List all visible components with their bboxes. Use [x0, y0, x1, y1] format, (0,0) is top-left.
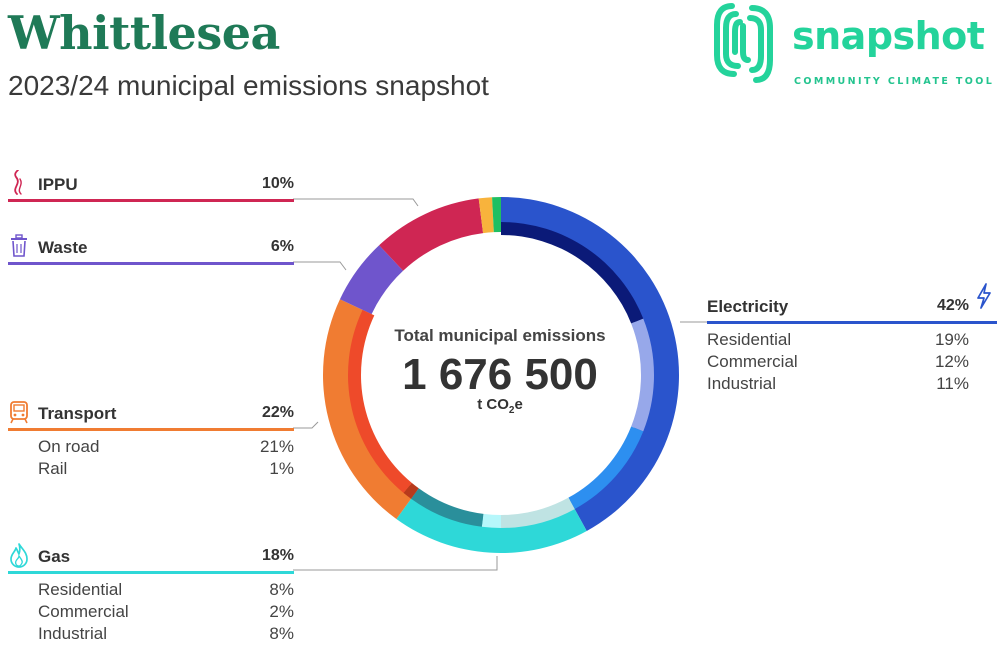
flame-icon — [10, 543, 28, 568]
outer-slice-unlabeled-5[interactable] — [478, 197, 494, 234]
inner-slice-transport-on-road[interactable] — [348, 309, 412, 493]
subcategory-label: On road — [38, 437, 100, 456]
inner-slice-electricity-residential[interactable] — [501, 222, 644, 324]
subcategory-percent: 1% — [269, 459, 294, 478]
train-icon — [10, 401, 28, 424]
outer-slice-unlabeled-6[interactable] — [492, 197, 501, 233]
category-name: Transport — [38, 404, 117, 423]
subcategory-percent: 2% — [269, 602, 294, 621]
category-name: Electricity — [707, 297, 789, 316]
category-rule — [707, 321, 997, 324]
total-emissions-label: Total municipal emissions — [394, 326, 606, 345]
outer-slice-transport[interactable] — [323, 299, 417, 520]
inner-slice-gas-residential[interactable] — [501, 497, 575, 528]
subcategory-label: Commercial — [707, 352, 798, 371]
subcategory-percent: 19% — [934, 330, 969, 349]
category-percent: 22% — [261, 404, 294, 421]
category-transport[interactable]: Transport 22% On road 21% Rail 1% — [8, 401, 294, 481]
category-percent: 18% — [261, 547, 294, 564]
total-emissions-unit: t CO2e — [380, 396, 620, 416]
leader-line-gas — [293, 556, 498, 571]
inner-slice-transport-rail[interactable] — [403, 482, 419, 499]
page-subtitle: 2023/24 municipal emissions snapshot — [8, 70, 489, 101]
snapshot-logo-mark-icon — [714, 3, 773, 83]
donut-center: Total municipal emissions 1 676 500 t CO… — [380, 326, 620, 416]
unit-prefix: t CO — [477, 396, 509, 413]
inner-slice-electricity-commercial[interactable] — [631, 318, 654, 432]
leader-lines — [293, 198, 710, 571]
subcategory-item: Commercial 12% — [707, 352, 997, 374]
category-percent: 42% — [936, 297, 969, 314]
total-emissions-value: 1 676 500 — [402, 350, 598, 399]
subcategory-label: Residential — [707, 330, 792, 349]
leader-line-transport — [293, 421, 319, 429]
inner-slice-gas-industrial[interactable] — [411, 488, 484, 527]
subcategory-label: Residential — [38, 580, 123, 599]
subcategory-label: Industrial — [707, 374, 776, 393]
page-title: Whittlesea — [8, 6, 280, 60]
category-percent: 6% — [270, 238, 294, 255]
category-percent: 10% — [261, 175, 294, 192]
lightning-icon — [977, 283, 991, 309]
subcategory-item: On road 21% — [8, 437, 294, 459]
subcategory-percent: 8% — [269, 580, 294, 599]
unit-subscript: 2 — [508, 405, 515, 416]
subcategory-list: Residential 19% Commercial 12% Industrial 1… — [707, 330, 997, 396]
category-name: IPPU — [38, 175, 78, 194]
subcategory-item: Industrial 11% — [707, 374, 997, 396]
subcategory-percent: 8% — [269, 624, 294, 643]
category-name: Gas — [38, 547, 71, 566]
category-waste[interactable]: Waste 6% — [8, 234, 294, 265]
category-ippu[interactable]: IPPU 10% — [8, 170, 294, 202]
category-rule — [8, 428, 294, 431]
inner-slice-gas-commercial[interactable] — [481, 513, 501, 528]
subcategory-item: Industrial 8% — [8, 624, 294, 646]
unit-suffix: e — [514, 396, 523, 413]
outer-slice-waste[interactable] — [339, 245, 404, 315]
subcategory-item: Commercial 2% — [8, 602, 294, 624]
subcategory-label: Commercial — [38, 602, 129, 621]
snapshot-logo[interactable]: snapshot COMMUNITY CLIMATE TOOL — [712, 0, 1000, 92]
category-rule — [8, 262, 294, 265]
leader-line-ippu — [293, 198, 419, 207]
subcategory-list: Residential 8% Commercial 2% Industrial 8% — [8, 580, 294, 646]
category-gas[interactable]: Gas 18% Residential 8% Commercial 2% Indus… — [8, 543, 294, 646]
inner-slice-electricity-industrial[interactable] — [568, 426, 644, 510]
subcategory-item: Rail 1% — [8, 459, 294, 481]
subcategory-percent: 21% — [259, 437, 294, 456]
smoke-icon — [14, 170, 22, 195]
category-rule — [8, 571, 294, 574]
snapshot-wordmark: snapshot — [792, 14, 985, 58]
category-electricity[interactable]: Electricity 42% Residential 19% Commercia… — [707, 283, 997, 396]
subcategory-item: Residential 19% — [707, 330, 997, 352]
category-name: Waste — [38, 238, 88, 257]
category-rule — [8, 199, 294, 202]
outer-slice-ippu[interactable] — [379, 198, 484, 271]
subcategory-percent: 12% — [934, 352, 969, 371]
leader-line-waste — [293, 261, 347, 271]
subcategory-item: Residential 8% — [8, 580, 294, 602]
subcategory-label: Rail — [38, 459, 68, 478]
subcategory-percent: 11% — [936, 374, 969, 393]
snapshot-tagline: COMMUNITY CLIMATE TOOL — [794, 76, 995, 87]
subcategory-list: On road 21% Rail 1% — [8, 437, 294, 481]
inner-ring — [348, 222, 654, 528]
bin-icon — [11, 234, 27, 257]
subcategory-label: Industrial — [38, 624, 107, 643]
